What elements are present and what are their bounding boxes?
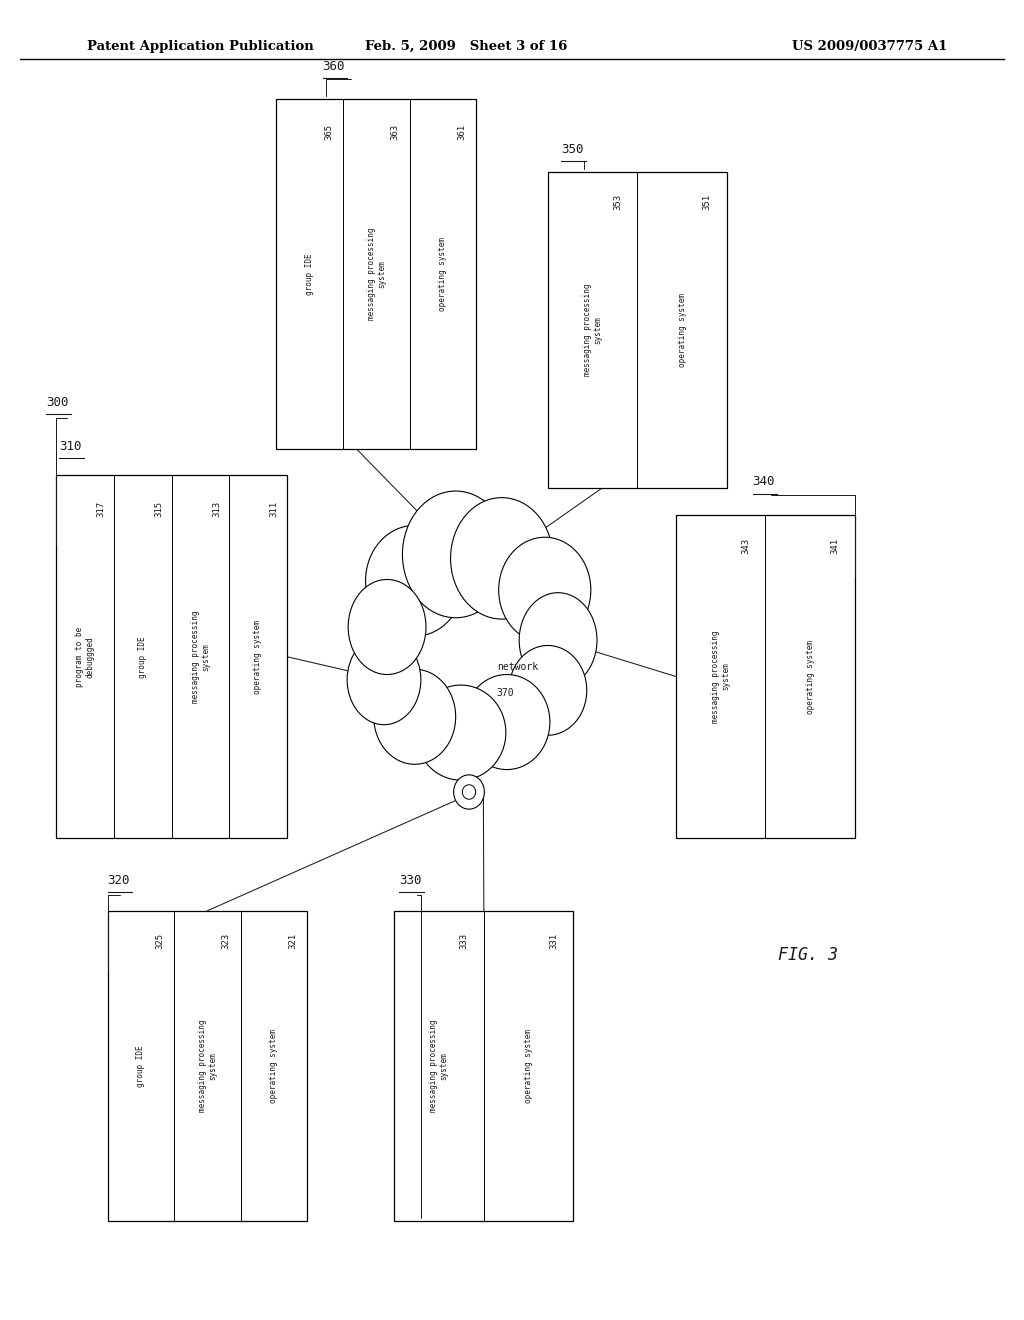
- Ellipse shape: [454, 775, 484, 809]
- Text: 370: 370: [497, 688, 514, 698]
- Bar: [548, 172, 727, 488]
- Text: 321: 321: [288, 932, 297, 949]
- Text: messaging processing
system: messaging processing system: [198, 1019, 217, 1113]
- Ellipse shape: [519, 593, 597, 688]
- Text: messaging processing
system: messaging processing system: [711, 630, 730, 723]
- Text: Patent Application Publication: Patent Application Publication: [87, 40, 313, 53]
- Text: 325: 325: [155, 932, 164, 949]
- Ellipse shape: [464, 675, 550, 770]
- Text: 310: 310: [59, 440, 82, 453]
- Bar: [56, 475, 287, 838]
- Bar: [276, 99, 476, 449]
- Bar: [676, 515, 855, 838]
- Text: messaging processing
system: messaging processing system: [583, 284, 602, 376]
- Text: FIG. 3: FIG. 3: [778, 945, 839, 964]
- Text: 331: 331: [549, 932, 558, 949]
- Text: group IDE: group IDE: [138, 636, 147, 677]
- Text: group IDE: group IDE: [136, 1045, 145, 1086]
- Text: operating system: operating system: [253, 619, 262, 694]
- Text: 361: 361: [457, 124, 466, 140]
- Ellipse shape: [348, 579, 426, 675]
- Text: operating system: operating system: [678, 293, 687, 367]
- Text: 363: 363: [390, 124, 399, 140]
- Text: 317: 317: [96, 500, 105, 516]
- Text: messaging processing
system: messaging processing system: [429, 1019, 449, 1113]
- Text: 313: 313: [212, 500, 221, 516]
- Text: 343: 343: [741, 537, 751, 553]
- Text: 320: 320: [108, 874, 130, 887]
- Text: US 2009/0037775 A1: US 2009/0037775 A1: [792, 40, 947, 53]
- Text: 311: 311: [269, 500, 279, 516]
- Text: 365: 365: [324, 124, 333, 140]
- Text: messaging processing
system: messaging processing system: [367, 227, 386, 321]
- Text: 323: 323: [221, 932, 230, 949]
- Text: 350: 350: [561, 143, 584, 156]
- Text: 315: 315: [155, 500, 164, 516]
- Text: messaging processing
system: messaging processing system: [190, 610, 210, 704]
- Ellipse shape: [347, 635, 421, 725]
- Ellipse shape: [451, 498, 553, 619]
- Text: operating system: operating system: [438, 236, 447, 312]
- Text: operating system: operating system: [269, 1028, 279, 1104]
- Text: 341: 341: [830, 537, 840, 553]
- Ellipse shape: [509, 645, 587, 735]
- Text: 351: 351: [702, 194, 712, 210]
- Ellipse shape: [366, 525, 464, 636]
- Text: operating system: operating system: [806, 639, 815, 714]
- Text: 300: 300: [46, 396, 69, 409]
- Text: 333: 333: [460, 932, 469, 949]
- Text: program to be
debuggged: program to be debuggged: [76, 627, 95, 686]
- Ellipse shape: [416, 685, 506, 780]
- Ellipse shape: [499, 537, 591, 643]
- Text: 330: 330: [399, 874, 422, 887]
- Text: 360: 360: [323, 59, 345, 73]
- Text: network: network: [497, 661, 538, 672]
- Text: operating system: operating system: [524, 1028, 534, 1104]
- Text: 353: 353: [613, 194, 623, 210]
- Text: 340: 340: [753, 475, 775, 488]
- Ellipse shape: [374, 669, 456, 764]
- Bar: [108, 911, 307, 1221]
- Text: Feb. 5, 2009   Sheet 3 of 16: Feb. 5, 2009 Sheet 3 of 16: [365, 40, 567, 53]
- Ellipse shape: [463, 784, 476, 799]
- Bar: [394, 911, 573, 1221]
- Text: group IDE: group IDE: [305, 253, 314, 294]
- Ellipse shape: [402, 491, 509, 618]
